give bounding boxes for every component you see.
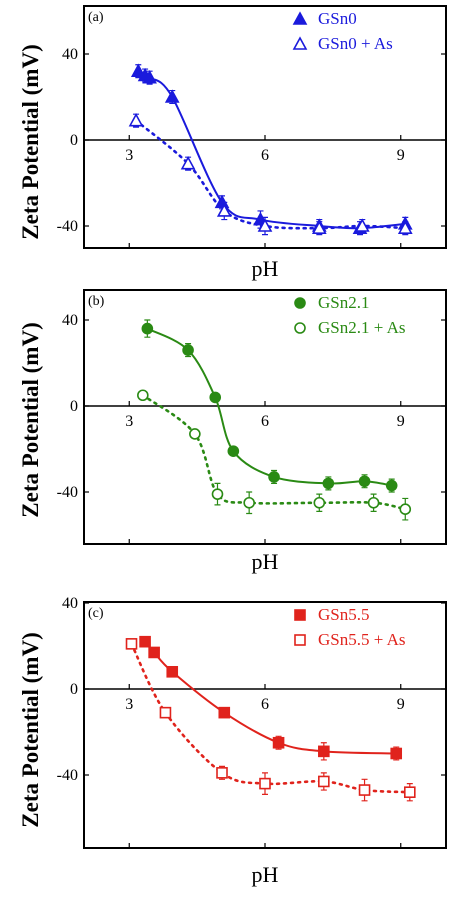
data-point [313, 496, 326, 509]
data-point [243, 496, 255, 509]
data-point [141, 322, 154, 335]
data-point [166, 665, 179, 678]
x-tick-label: 6 [261, 696, 269, 713]
x-tick-label: 6 [261, 413, 269, 430]
data-point [189, 428, 201, 440]
data-point [268, 471, 280, 483]
data-point [159, 706, 172, 719]
data-point [322, 477, 335, 490]
data-point [318, 745, 330, 758]
data-point [164, 89, 180, 103]
fit-curve-bare [137, 70, 406, 230]
legend-marker [294, 609, 306, 621]
data-point [272, 736, 285, 749]
data-point [358, 475, 371, 488]
y-tick-label: 0 [70, 398, 78, 415]
legend-label: GSn2.1 [318, 293, 369, 312]
y-axis-title: Zeta Potential (mV) [18, 632, 43, 827]
legend-label: GSn5.5 [318, 605, 369, 624]
data-point [311, 220, 327, 234]
data-point [148, 646, 160, 659]
y-tick-label: -40 [57, 218, 78, 235]
legend-marker [294, 322, 306, 334]
x-axis-title: pH [252, 256, 279, 281]
data-point [130, 63, 146, 77]
y-axis-title: Zeta Potential (mV) [18, 322, 43, 517]
data-point [385, 479, 398, 492]
data-point [139, 635, 151, 648]
legend-label: GSn0 + As [318, 34, 393, 53]
data-point [209, 391, 222, 404]
data-point [403, 786, 416, 799]
data-point [390, 747, 403, 760]
panel-label: (a) [88, 10, 104, 25]
y-axis-title: Zeta Potential (mV) [18, 44, 43, 239]
x-tick-label: 3 [125, 147, 133, 164]
y-tick-label: 0 [70, 681, 78, 698]
data-point [367, 496, 380, 509]
y-tick-label: 40 [62, 312, 78, 329]
x-tick-label: 6 [261, 147, 269, 164]
data-point [216, 767, 228, 779]
x-tick-label: 3 [125, 413, 133, 430]
data-point [397, 220, 413, 234]
data-point [137, 389, 149, 402]
x-tick-label: 9 [397, 147, 405, 164]
legend-marker [294, 297, 306, 309]
x-axis-title: pH [252, 549, 279, 574]
chart-panel-a: 40 0 -40 3 6 9 (a) pH Zeta Potential (mV) GSn0 GSn… [18, 5, 447, 281]
y-tick-label: 40 [62, 595, 78, 612]
data-point [218, 706, 231, 719]
chart-panel-b: 40 0 -40 3 6 9 (b) pH Zeta Potential (mV) GSn2.1 G… [18, 289, 447, 574]
legend-marker [292, 36, 308, 50]
data-point [180, 155, 196, 170]
data-point [358, 784, 371, 796]
panel-label: (b) [88, 294, 105, 309]
data-point [227, 445, 240, 457]
x-tick-label: 3 [125, 696, 133, 713]
x-tick-label: 9 [397, 413, 405, 430]
legend-label: GSn0 [318, 9, 357, 28]
y-tick-label: 0 [70, 132, 78, 149]
fit-curve-with-as [134, 119, 407, 230]
data-point [125, 638, 138, 650]
y-tick-label: -40 [57, 484, 78, 501]
data-point [182, 344, 194, 356]
data-point [354, 218, 370, 232]
x-tick-label: 9 [397, 696, 405, 713]
legend-marker [294, 634, 306, 646]
fit-curve-with-as [141, 393, 407, 511]
data-point [399, 503, 412, 516]
data-point [259, 777, 271, 790]
panel-label: (c) [88, 606, 104, 621]
data-point [142, 69, 157, 84]
data-point [128, 112, 144, 127]
y-tick-label: -40 [57, 767, 78, 784]
legend-label: GSn2.1 + As [318, 318, 406, 337]
y-tick-label: 40 [62, 46, 78, 63]
legend-marker [292, 11, 308, 25]
x-axis-title: pH [252, 862, 279, 887]
data-point [257, 218, 273, 232]
legend-label: GSn5.5 + As [318, 630, 406, 649]
data-point [211, 488, 224, 500]
chart-panel-c: 40 0 -40 3 6 9 (c) pH Zeta Potential (mV) GSn5.5 G… [18, 595, 447, 887]
data-point [318, 775, 330, 788]
data-point [216, 203, 232, 217]
